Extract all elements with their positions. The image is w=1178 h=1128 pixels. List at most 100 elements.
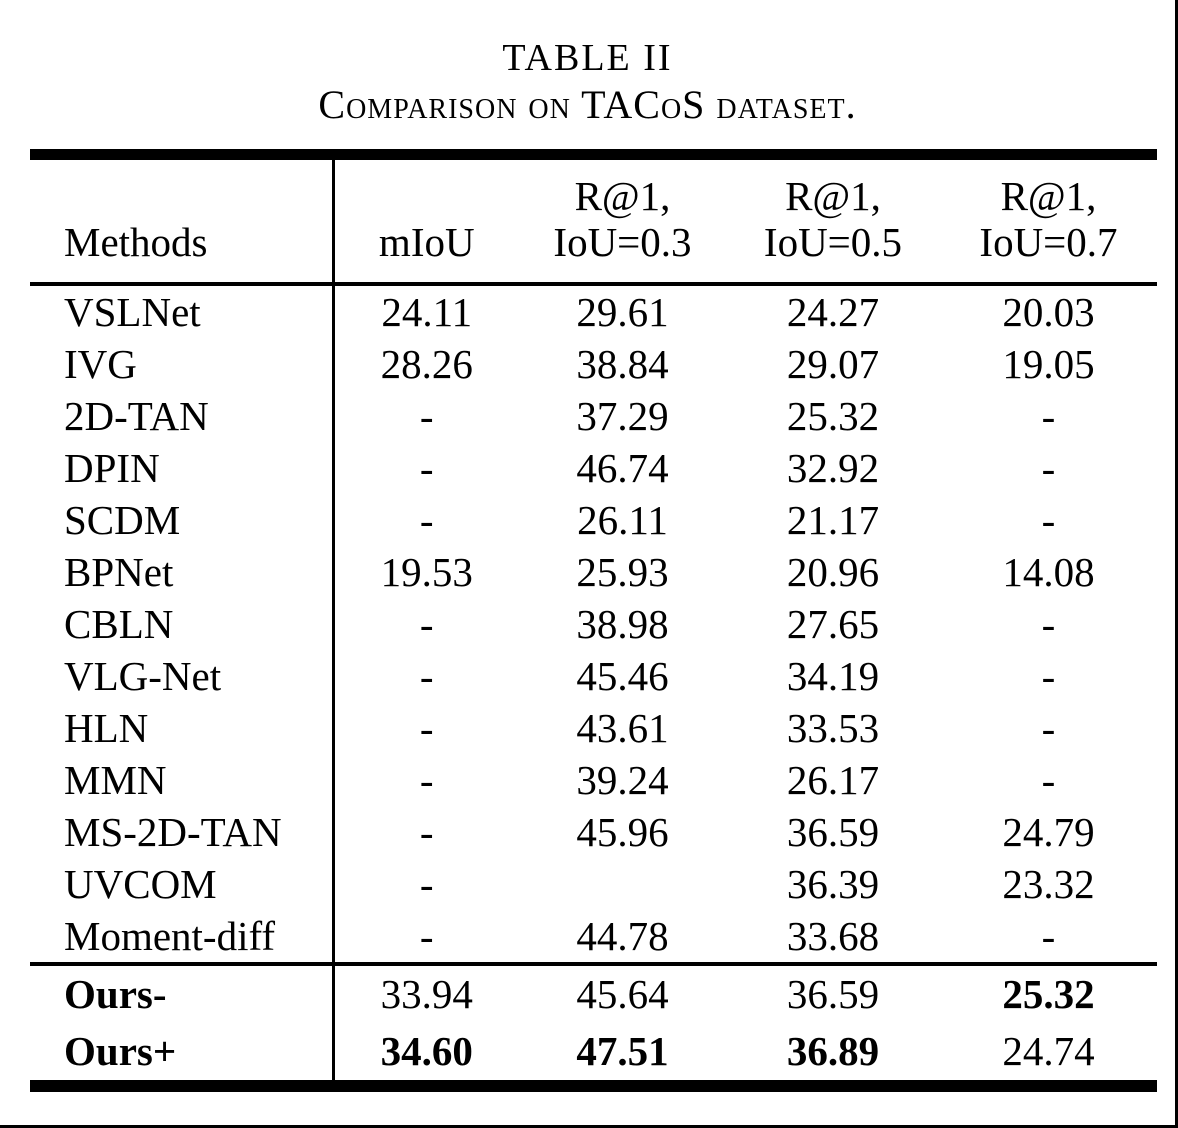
- value-cell: 19.53: [331, 545, 519, 598]
- method-cell: SCDM: [64, 496, 181, 543]
- header-r1-iou05: R@1, IoU=0.5: [726, 154, 940, 286]
- value-cell: -: [331, 649, 519, 702]
- table-row: BPNet 19.53 25.93 20.96 14.08: [30, 545, 1157, 598]
- value-cell: 24.79: [1002, 808, 1095, 855]
- header-r1-iou03-line2: IoU=0.3: [553, 218, 692, 265]
- method-cell: MS-2D-TAN: [64, 808, 282, 855]
- table-label: TABLE II: [502, 37, 673, 79]
- value-cell: 26.11: [577, 496, 668, 543]
- value-cell: -: [331, 597, 519, 650]
- table-title: Comparison on TACoS dataset.: [318, 82, 857, 127]
- method-cell: MMN: [64, 756, 167, 803]
- value-cell: -: [1041, 652, 1056, 699]
- header-r1-iou07: R@1, IoU=0.7: [940, 154, 1157, 286]
- value-cell: 33.53: [786, 704, 880, 751]
- method-cell: CBLN: [64, 600, 174, 647]
- value-cell: 37.29: [576, 392, 669, 439]
- value-cell: [519, 858, 726, 910]
- value-cell: 38.84: [576, 340, 669, 387]
- value-cell: 14.08: [1002, 548, 1095, 595]
- value-cell: 19.05: [1002, 340, 1095, 387]
- value-cell: 20.96: [786, 548, 880, 595]
- table-caption: TABLE II Comparison on TACoS dataset.: [0, 0, 1175, 128]
- table-row: Ours- 33.94 45.64 36.59 25.32: [30, 961, 1157, 1023]
- table-row: HLN - 43.61 33.53 -: [30, 701, 1157, 754]
- header-r1-iou03-line1: R@1,: [574, 173, 671, 219]
- table-row: MMN - 39.24 26.17 -: [30, 753, 1157, 806]
- value-cell: 45.64: [519, 961, 726, 1023]
- header-r1-iou05-line2: IoU=0.5: [763, 218, 903, 265]
- value-cell: -: [331, 441, 519, 494]
- value-cell: 27.65: [786, 600, 880, 647]
- value-cell: -: [1041, 496, 1056, 543]
- value-cell: 44.78: [576, 912, 669, 959]
- value-cell: 36.89: [786, 1028, 880, 1075]
- value-cell: -: [331, 857, 519, 910]
- value-cell: -: [1041, 756, 1056, 803]
- baseline-methods-section: VSLNet 24.11 29.61 24.27 20.03 IVG 28.26 38.84 2…: [30, 283, 1157, 964]
- value-cell: 21.17: [786, 496, 880, 543]
- value-cell: 25.93: [576, 548, 669, 595]
- value-cell: 23.32: [1002, 860, 1095, 907]
- value-cell: 36.39: [786, 860, 880, 907]
- method-cell: UVCOM: [64, 860, 217, 907]
- value-cell: -: [1041, 600, 1056, 647]
- header-r1-iou05-line1: R@1,: [785, 173, 881, 219]
- value-cell: 28.26: [331, 337, 519, 390]
- value-cell: 33.94: [331, 961, 519, 1023]
- value-cell: 46.74: [576, 444, 669, 491]
- value-cell: 29.07: [786, 340, 880, 387]
- value-cell: -: [331, 753, 519, 806]
- table-row: MS-2D-TAN - 45.96 36.59 24.79: [30, 805, 1157, 858]
- method-cell: BPNet: [64, 548, 174, 595]
- method-cell: VSLNet: [64, 288, 201, 335]
- header-r1-iou07-line2: IoU=0.7: [979, 218, 1118, 265]
- header-r1-iou03: R@1, IoU=0.3: [519, 154, 726, 286]
- header-miou: mIoU: [331, 154, 519, 286]
- value-cell: 34.60: [331, 1022, 519, 1086]
- value-cell: 33.68: [786, 912, 880, 959]
- table-row: SCDM - 26.11 21.17 -: [30, 493, 1157, 546]
- table-row: Moment-diff - 44.78 33.68 -: [30, 909, 1157, 964]
- value-cell: 26.17: [786, 756, 880, 803]
- value-cell: -: [331, 805, 519, 858]
- table-row: UVCOM - 36.39 23.32: [30, 857, 1157, 910]
- value-cell: -: [331, 909, 519, 964]
- value-cell: -: [331, 389, 519, 442]
- value-cell: 45.46: [576, 652, 669, 699]
- table-row: Ours+ 34.60 47.51 36.89 24.74: [30, 1022, 1157, 1086]
- method-cell: IVG: [64, 340, 137, 387]
- table-row: 2D-TAN - 37.29 25.32 -: [30, 389, 1157, 442]
- method-cell: Moment-diff: [64, 912, 276, 959]
- method-cell: Ours+: [64, 1028, 177, 1075]
- table-row: CBLN - 38.98 27.65 -: [30, 597, 1157, 650]
- value-cell: 47.51: [576, 1028, 669, 1075]
- value-cell: 25.32: [940, 961, 1157, 1023]
- table-row: DPIN - 46.74 32.92 -: [30, 441, 1157, 494]
- value-cell: -: [331, 701, 519, 754]
- value-cell: 38.98: [576, 600, 669, 647]
- value-cell: -: [1041, 444, 1056, 491]
- table-row: VLG-Net - 45.46 34.19 -: [30, 649, 1157, 702]
- table-row: VSLNet 24.11 29.61 24.27 20.03: [30, 283, 1157, 338]
- value-cell: 24.27: [786, 288, 880, 335]
- header-row: Methods mIoU R@1, IoU=0.3 R@1, IoU=0.5 R…: [30, 154, 1157, 286]
- value-cell: 20.03: [1002, 288, 1095, 335]
- value-cell: -: [1041, 392, 1056, 439]
- method-cell: VLG-Net: [64, 652, 222, 699]
- header-r1-iou07-line1: R@1,: [1000, 173, 1097, 219]
- method-cell: 2D-TAN: [64, 392, 209, 439]
- value-cell: 36.59: [726, 961, 940, 1023]
- method-cell: DPIN: [64, 444, 160, 491]
- results-table: Methods mIoU R@1, IoU=0.3 R@1, IoU=0.5 R…: [30, 149, 1157, 1092]
- method-cell: HLN: [64, 704, 149, 751]
- table-row: IVG 28.26 38.84 29.07 19.05: [30, 337, 1157, 390]
- value-cell: -: [1041, 912, 1056, 959]
- value-cell: -: [1041, 704, 1056, 751]
- value-cell: 24.74: [1002, 1028, 1095, 1075]
- ours-section: Ours- 33.94 45.64 36.59 25.32 Ours+ 34.60 47.51…: [30, 961, 1157, 1086]
- value-cell: 24.11: [331, 283, 519, 338]
- value-cell: 45.96: [576, 808, 669, 855]
- method-cell: Ours-: [30, 961, 333, 1023]
